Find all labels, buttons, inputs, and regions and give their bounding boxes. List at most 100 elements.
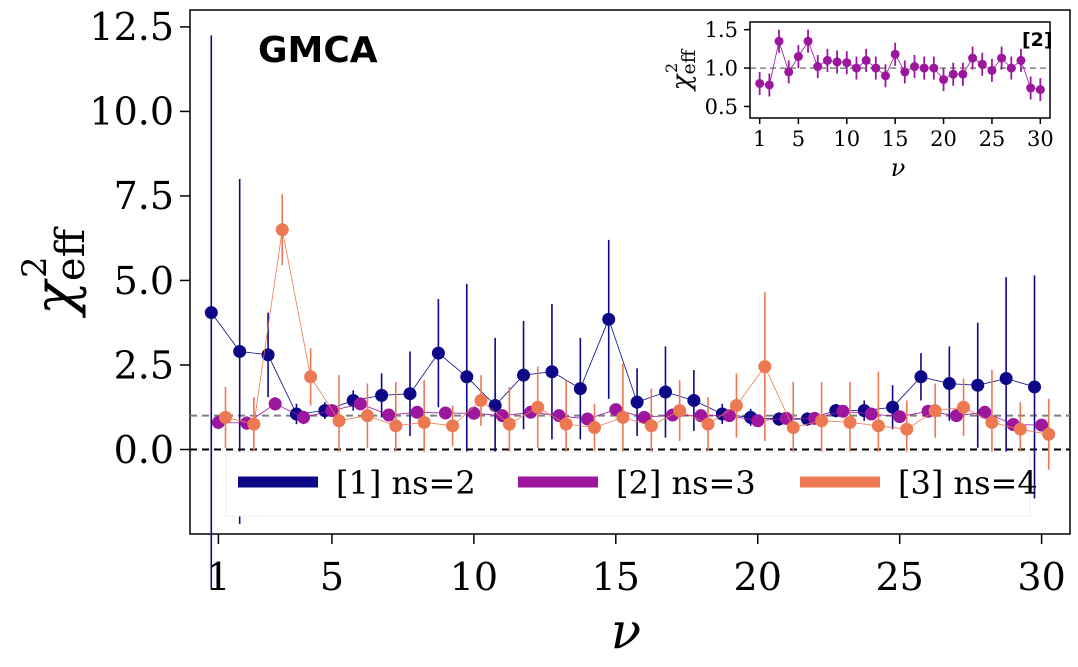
series-2-point <box>417 415 431 429</box>
legend-label: [2] ns=3 <box>616 464 756 502</box>
legend-label: [3] ns=4 <box>898 464 1038 502</box>
x-tick-label: 20 <box>734 555 782 599</box>
series-0-point <box>871 63 881 73</box>
series-2-point <box>332 414 346 428</box>
x-tick-label: 30 <box>1027 127 1054 151</box>
series-0-point <box>997 53 1007 63</box>
series-0-point <box>764 80 774 90</box>
y-tick-label: 1.5 <box>705 18 738 42</box>
series-0-point <box>403 387 417 401</box>
x-tick-label: 10 <box>450 555 498 599</box>
series-2-point <box>673 404 687 418</box>
inset-y-axis-label: χeff 2 <box>662 48 700 92</box>
series-0-point <box>971 378 985 392</box>
x-tick-label: 1 <box>753 127 766 151</box>
y-tick-label: 1.0 <box>705 56 738 80</box>
series-2-point <box>304 370 318 384</box>
series-2-point <box>786 421 800 435</box>
x-tick-label: 20 <box>930 127 957 151</box>
series-0-point <box>431 346 445 360</box>
series-2-point <box>502 417 516 431</box>
main-y-ticks: 0.0 2.5 5.0 7.5 10.0 12.5 <box>89 5 190 472</box>
series-1-point <box>779 411 793 425</box>
series-0-point <box>842 58 852 68</box>
series-0-point <box>822 55 832 65</box>
series-0-point <box>910 62 920 72</box>
series-2-point <box>985 415 999 429</box>
x-tick-label: 30 <box>1017 555 1065 599</box>
series-0-point <box>233 344 247 358</box>
series-0-point <box>939 75 949 85</box>
series-1-point <box>382 408 396 422</box>
series-1-point <box>325 404 339 418</box>
legend-items: [1] ns=2 [2] ns=3 [3] ns=4 <box>238 464 1038 502</box>
series-0-point <box>987 65 997 75</box>
series-1-point <box>438 406 452 420</box>
series-0-point <box>861 55 871 65</box>
main-title: GMCA <box>258 30 378 71</box>
inset-tag: [2] <box>1022 29 1053 51</box>
series-2-point <box>531 400 545 414</box>
x-tick-label: 1 <box>206 555 230 599</box>
series-0-point <box>977 59 987 69</box>
legend-entry: [3] ns=4 <box>800 464 1038 502</box>
series-2-point <box>758 360 772 374</box>
series-0-point <box>919 63 929 73</box>
legend-entry: [2] ns=3 <box>518 464 756 502</box>
series-0-point <box>375 388 389 402</box>
main-ylabel-sup: 2 <box>15 256 55 278</box>
main-plot-frame <box>189 9 1071 535</box>
x-tick-label: 10 <box>833 127 860 151</box>
series-0-point <box>914 370 928 384</box>
series-0-point <box>999 371 1013 385</box>
series-0-point <box>813 62 823 72</box>
series-0-point <box>886 400 900 414</box>
series-1-point <box>353 397 367 411</box>
x-tick-label: 5 <box>320 555 344 599</box>
series-2-point <box>616 410 630 424</box>
inset-ylabel-sup: 2 <box>662 63 681 73</box>
y-tick-label: 7.5 <box>114 174 174 218</box>
inset-background <box>750 22 1050 118</box>
x-tick-label: 15 <box>882 127 909 151</box>
series-1-point <box>864 407 878 421</box>
series-2-point <box>701 417 715 431</box>
series-0-point <box>803 36 813 46</box>
series-0-point <box>687 393 701 407</box>
svg-text:χeff: χeff <box>667 48 700 92</box>
y-tick-label: 2.5 <box>114 343 174 387</box>
series-2-point <box>360 409 374 423</box>
series-0-point <box>517 368 531 382</box>
series-2-point <box>559 417 573 431</box>
series-2-point <box>446 419 460 433</box>
series-0-point <box>929 63 939 73</box>
series-2-point <box>247 417 261 431</box>
series-0-point <box>851 63 861 73</box>
series-0-point <box>1028 380 1042 394</box>
series-2-point <box>275 223 289 237</box>
series-0-point <box>545 365 559 379</box>
inset-data-series <box>755 29 1045 102</box>
series-2-point <box>644 419 658 433</box>
inset-panel: 1 5 10 15 20 25 30 0.51.01.5 [2] ν χeff 2 <box>662 18 1054 182</box>
series-1-point <box>268 397 282 411</box>
series-2-point <box>928 404 942 418</box>
series-0-point <box>460 370 474 384</box>
series-2-point <box>389 419 403 433</box>
series-2-point <box>1042 427 1056 441</box>
series-0-point <box>942 377 956 391</box>
inset-plot-frame <box>749 21 1051 119</box>
y-tick-label: 5.0 <box>114 259 174 303</box>
series-0-point <box>658 385 672 399</box>
svg-text:χeff: χeff <box>23 226 94 319</box>
series-0-point <box>774 36 784 46</box>
main-ylabel-chi: χ <box>23 278 88 319</box>
series-2-point <box>900 422 914 436</box>
y-tick-label: 0.5 <box>705 95 738 119</box>
series-2-point <box>957 400 971 414</box>
series-2-point <box>871 419 885 433</box>
inset-x-axis-label: ν <box>891 154 906 182</box>
series-2-point <box>588 421 602 435</box>
series-2-point <box>1013 422 1027 436</box>
